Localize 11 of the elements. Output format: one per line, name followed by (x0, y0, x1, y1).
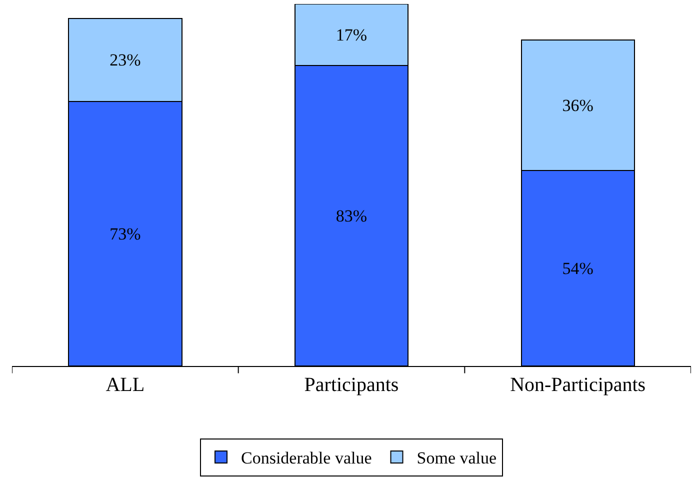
data-label: 73% (110, 224, 141, 244)
x-tick-label: Non-Participants (510, 374, 646, 396)
x-tick-label: Participants (304, 374, 399, 396)
legend-label: Some value (416, 448, 497, 468)
data-label: 36% (562, 96, 594, 115)
data-label: 54% (562, 258, 594, 278)
data-label: 17% (336, 25, 368, 44)
x-tick-label: ALL (106, 374, 145, 396)
data-label: 83% (336, 206, 368, 226)
legend-label: Considerable value (241, 448, 372, 468)
data-label: 23% (110, 50, 141, 70)
